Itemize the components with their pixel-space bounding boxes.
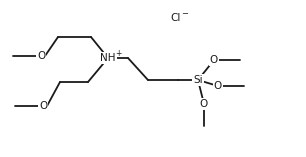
- Text: O: O: [37, 51, 45, 61]
- Text: O: O: [210, 55, 218, 65]
- Text: NH: NH: [100, 53, 116, 63]
- Text: O: O: [200, 99, 208, 109]
- Text: Si: Si: [193, 75, 203, 85]
- Text: +: +: [115, 49, 121, 57]
- Text: −: −: [181, 10, 188, 19]
- Text: O: O: [39, 101, 47, 111]
- Text: O: O: [214, 81, 222, 91]
- Text: Cl: Cl: [170, 13, 180, 23]
